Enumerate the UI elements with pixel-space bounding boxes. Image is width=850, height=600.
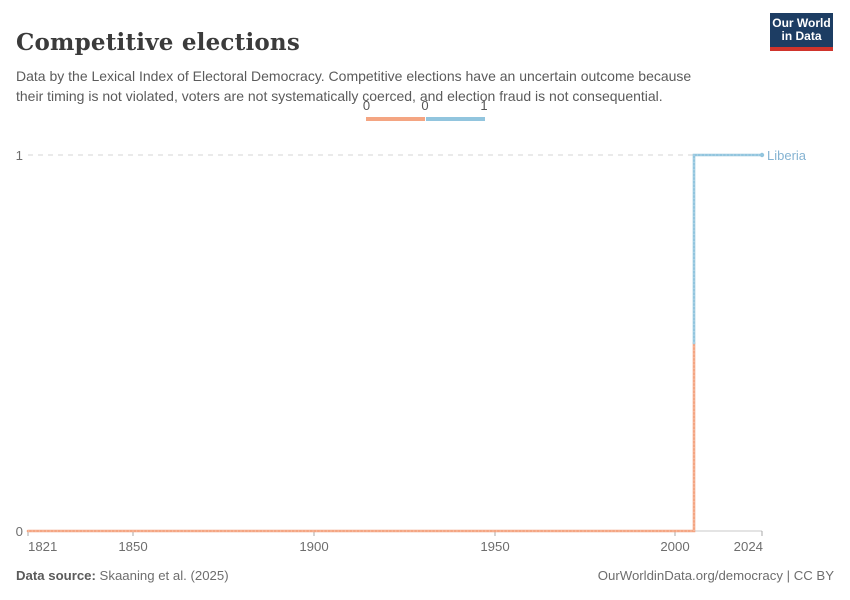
color-legend: 0 0 1 [362, 98, 488, 123]
chart-subtitle-line1: Data by the Lexical Index of Electoral D… [16, 68, 692, 84]
legend-tick-1: 0 [421, 98, 429, 113]
chart-subtitle: Data by the Lexical Index of Electoral D… [16, 66, 756, 106]
chart-subtitle-line2: their timing is not violated, voters are… [16, 88, 663, 104]
owid-logo-line1: Our World [772, 15, 831, 30]
chart-footer: Data source: Skaaning et al. (2025) OurW… [16, 568, 834, 583]
legend-tick-2: 1 [480, 98, 488, 113]
legend-bin-low[interactable] [366, 117, 425, 121]
entity-label-liberia[interactable]: Liberia [767, 148, 807, 163]
owid-logo[interactable]: Our World in Data [770, 13, 833, 51]
x-tick-label-2024: 2024 [734, 539, 763, 554]
data-source-value: Skaaning et al. (2025) [95, 568, 229, 583]
page-title: Competitive elections [16, 29, 301, 57]
x-tick-label-1950: 1950 [480, 539, 509, 554]
x-tick-label-2000: 2000 [660, 539, 689, 554]
liberia-endpoint-dot[interactable] [759, 152, 765, 158]
chart-canvas: 1 0 1821 1850 1900 1950 2000 2024 Liberi… [16, 148, 807, 554]
x-tick-label-1900: 1900 [299, 539, 328, 554]
data-source-note: Data source: Skaaning et al. (2025) [16, 568, 229, 583]
legend-bin-high[interactable] [425, 117, 485, 121]
data-source-label: Data source: [16, 568, 96, 583]
owid-logo-line2: in Data [781, 29, 822, 43]
x-tick-label-1821: 1821 [28, 539, 57, 554]
liberia-line-value1[interactable] [692, 153, 764, 345]
owid-url-license-link[interactable]: OurWorldinData.org/democracy | CC BY [597, 568, 834, 583]
y-tick-label-1: 1 [16, 148, 23, 163]
legend-tick-0: 0 [362, 98, 371, 113]
liberia-line-value0-markers [28, 343, 695, 532]
y-tick-label-0: 0 [16, 524, 23, 539]
liberia-line-value0[interactable] [26, 341, 696, 533]
liberia-line-value1-markers [693, 154, 762, 343]
x-tick-label-1850: 1850 [118, 539, 147, 554]
